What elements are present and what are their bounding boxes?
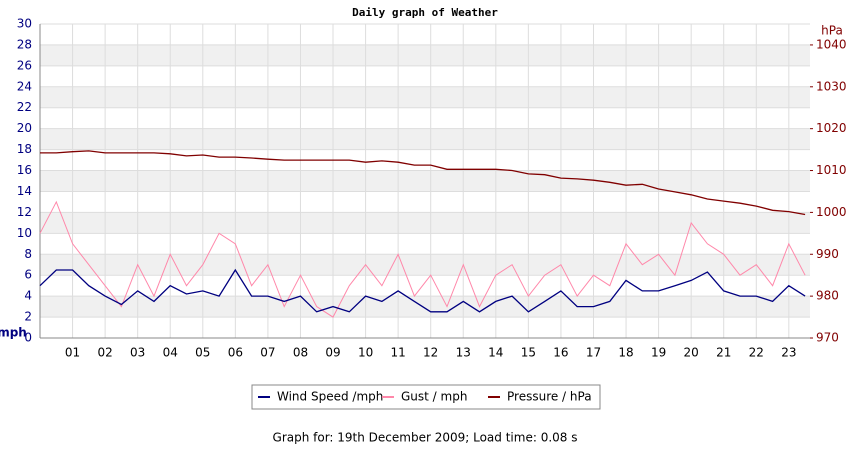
y2-tick-label: 990	[816, 247, 839, 261]
grid-band	[40, 44, 810, 66]
x-tick-label: 23	[781, 346, 796, 360]
x-tick-label: 09	[325, 346, 340, 360]
y-tick-label: 22	[17, 100, 32, 114]
y2-tick-label: 1020	[816, 121, 847, 135]
x-tick-label: 14	[488, 346, 503, 360]
y-tick-label: 2	[24, 310, 32, 324]
x-tick-label: 02	[97, 346, 112, 360]
grid-band	[40, 296, 810, 318]
series-line	[39, 268, 806, 313]
legend-label: Gust / mph	[401, 390, 467, 404]
y-tick-label: 18	[17, 142, 32, 156]
x-tick-label: 16	[553, 346, 568, 360]
y-axis-label: mph	[0, 326, 27, 340]
x-tick-label: 17	[586, 346, 601, 360]
grid-band	[40, 254, 810, 276]
x-tick-label: 18	[618, 346, 633, 360]
x-tick-label: 19	[651, 346, 666, 360]
y2-axis-label: hPa	[821, 24, 843, 38]
grid-band	[40, 212, 810, 234]
y2-tick-label: 1030	[816, 79, 847, 93]
x-tick-label: 07	[260, 346, 275, 360]
y-tick-label: 8	[24, 247, 32, 261]
y-tick-label: 10	[17, 226, 32, 240]
grid-band	[40, 86, 810, 108]
x-tick-label: 21	[716, 346, 731, 360]
grid-band	[40, 170, 810, 192]
series-line	[39, 200, 806, 318]
legend-label: Wind Speed /mph	[277, 390, 383, 404]
y2-tick-label: 980	[816, 289, 839, 303]
series-line	[40, 150, 806, 216]
x-tick-label: 12	[423, 346, 438, 360]
x-tick-label: 06	[228, 346, 243, 360]
y-tick-label: 24	[17, 79, 32, 93]
y-tick-label: 4	[24, 289, 32, 303]
legend-label: Pressure / hPa	[507, 390, 592, 404]
y-tick-label: 26	[17, 58, 32, 72]
y-tick-label: 14	[17, 184, 32, 198]
x-tick-label: 11	[390, 346, 405, 360]
chart-title: Daily graph of Weather	[352, 6, 498, 19]
y-tick-label: 16	[17, 163, 32, 177]
y-tick-label: 28	[17, 37, 32, 51]
grid-band	[40, 128, 810, 150]
y-tick-label: 0	[24, 331, 32, 345]
x-tick-label: 05	[195, 346, 210, 360]
x-tick-label: 22	[749, 346, 764, 360]
x-tick-label: 04	[163, 346, 178, 360]
y-tick-label: 12	[17, 205, 32, 219]
legend-box	[251, 384, 601, 410]
x-tick-label: 08	[293, 346, 308, 360]
x-tick-label: 13	[456, 346, 471, 360]
x-tick-label: 03	[130, 346, 145, 360]
y-tick-label: 20	[17, 121, 32, 135]
y-tick-label: 30	[17, 17, 32, 31]
y2-tick-label: 1010	[816, 163, 847, 177]
y2-tick-label: 970	[816, 331, 839, 345]
x-tick-label: 01	[65, 346, 80, 360]
x-tick-label: 10	[358, 346, 373, 360]
y2-tick-label: 1000	[816, 205, 847, 219]
caption: Graph for: 19th December 2009; Load time…	[273, 431, 578, 445]
x-tick-label: 15	[521, 346, 536, 360]
y-tick-label: 6	[24, 268, 32, 282]
x-tick-label: 20	[684, 346, 699, 360]
y2-tick-label: 1040	[816, 37, 847, 51]
